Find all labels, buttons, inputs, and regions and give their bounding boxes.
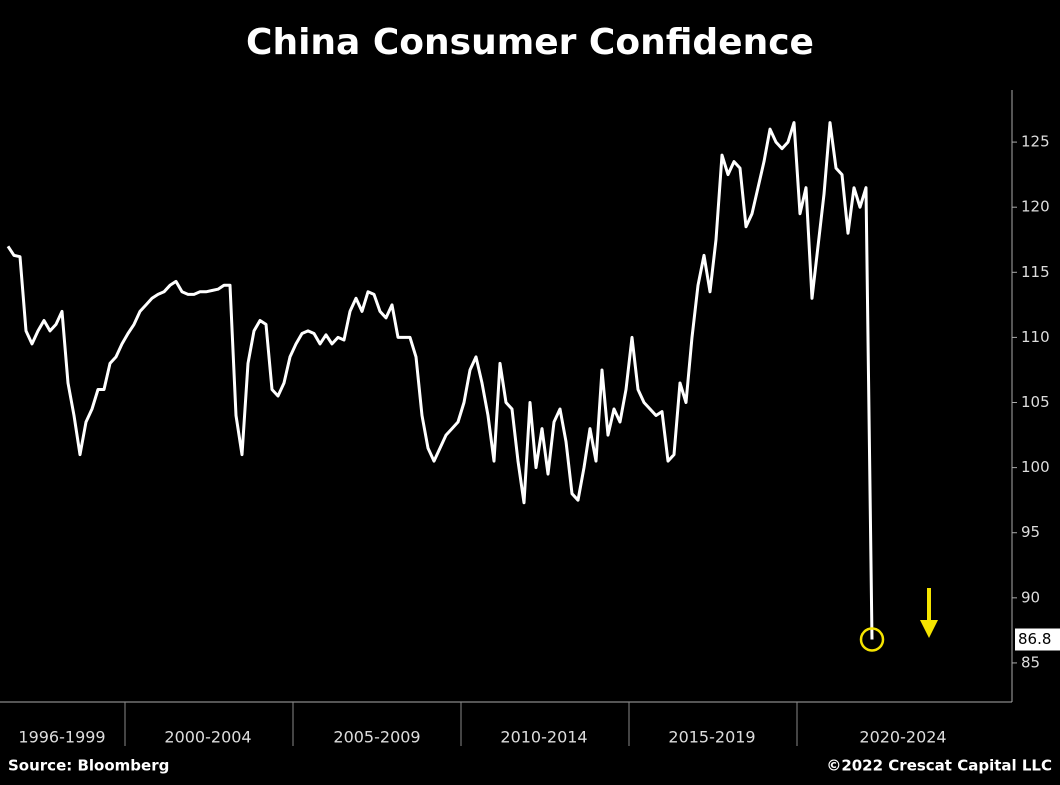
line	[6, 121, 874, 640]
y-tick-label: 115	[1021, 263, 1050, 281]
x-group-label: 2000-2004	[164, 728, 251, 747]
x-group-label: 2005-2009	[333, 728, 420, 747]
x-group-label: 1996-1999	[18, 728, 105, 747]
chart-title: China Consumer Confidence	[246, 22, 814, 63]
arrow-head	[920, 620, 938, 638]
y-tick-label: 85	[1021, 653, 1040, 671]
highlight-circle	[859, 627, 885, 652]
y-tick-label: 100	[1021, 458, 1050, 476]
y-tick-label: 110	[1021, 328, 1050, 346]
x-group-label: 2015-2019	[668, 728, 755, 747]
source: Source: Bloomberg	[8, 757, 169, 775]
y-tick-label: 125	[1021, 133, 1050, 151]
x-group-label: 2020-2024	[859, 728, 946, 747]
last-value-box	[1015, 628, 1060, 651]
copyright: ©2022 Crescat Capital LLC	[826, 757, 1052, 775]
y-tick-label: 95	[1021, 523, 1040, 541]
y-tick-label: 90	[1021, 588, 1040, 606]
y-tick-label: 120	[1021, 198, 1050, 216]
x-group-label: 2010-2014	[500, 728, 587, 747]
y-tick-label: 105	[1021, 393, 1050, 411]
group-dividers	[124, 702, 798, 746]
last-value-label: 86.8	[1018, 630, 1051, 648]
